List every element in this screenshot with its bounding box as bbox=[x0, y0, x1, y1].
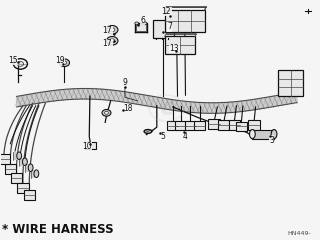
Circle shape bbox=[17, 61, 24, 66]
Bar bbox=[85, 142, 96, 149]
Ellipse shape bbox=[271, 130, 277, 139]
Text: 15: 15 bbox=[8, 56, 18, 65]
Ellipse shape bbox=[22, 158, 27, 166]
Bar bbox=[31, 170, 36, 178]
Text: 19: 19 bbox=[55, 56, 64, 65]
Text: 13: 13 bbox=[170, 44, 179, 53]
Bar bbox=[236, 122, 247, 131]
Bar bbox=[218, 120, 229, 130]
Circle shape bbox=[59, 59, 69, 66]
Text: 17: 17 bbox=[103, 39, 112, 48]
Text: * WIRE HARNESS: * WIRE HARNESS bbox=[2, 223, 114, 236]
Bar bbox=[19, 158, 25, 166]
Text: 18: 18 bbox=[124, 104, 133, 113]
Bar bbox=[185, 121, 196, 131]
Text: 5: 5 bbox=[161, 132, 166, 141]
Circle shape bbox=[62, 61, 67, 64]
Bar bbox=[25, 164, 31, 172]
Circle shape bbox=[102, 109, 111, 116]
Text: 4: 4 bbox=[183, 132, 188, 141]
Bar bbox=[208, 119, 220, 129]
Bar bbox=[278, 70, 303, 96]
Bar bbox=[136, 24, 146, 31]
Ellipse shape bbox=[17, 152, 21, 160]
Bar bbox=[165, 36, 195, 54]
Ellipse shape bbox=[144, 130, 152, 133]
Text: 12: 12 bbox=[162, 7, 171, 16]
Bar bbox=[228, 120, 240, 130]
Circle shape bbox=[110, 28, 115, 32]
Bar bbox=[24, 190, 35, 200]
Text: 7: 7 bbox=[167, 23, 172, 31]
Text: 10: 10 bbox=[82, 142, 92, 151]
Bar bbox=[0, 154, 10, 164]
Ellipse shape bbox=[34, 170, 39, 178]
Circle shape bbox=[143, 22, 147, 25]
Ellipse shape bbox=[250, 130, 255, 139]
Circle shape bbox=[135, 22, 139, 25]
Text: 17: 17 bbox=[103, 26, 112, 35]
Bar bbox=[17, 183, 29, 193]
Ellipse shape bbox=[28, 164, 33, 172]
Circle shape bbox=[110, 39, 115, 43]
Circle shape bbox=[107, 25, 118, 34]
Bar bbox=[165, 10, 204, 32]
Bar bbox=[167, 121, 178, 131]
Bar bbox=[195, 121, 205, 131]
Text: 9: 9 bbox=[123, 78, 127, 87]
Bar bbox=[11, 173, 22, 183]
Bar bbox=[175, 121, 186, 131]
Text: HN449-: HN449- bbox=[288, 231, 311, 236]
Text: 6: 6 bbox=[140, 16, 145, 25]
Circle shape bbox=[107, 36, 118, 45]
Bar bbox=[248, 120, 260, 130]
Bar bbox=[4, 164, 16, 174]
Polygon shape bbox=[17, 89, 297, 113]
Circle shape bbox=[105, 111, 108, 114]
Bar bbox=[252, 130, 274, 139]
Text: c: c bbox=[159, 96, 174, 120]
Text: 3: 3 bbox=[269, 136, 274, 145]
Bar bbox=[153, 20, 174, 38]
Bar bbox=[13, 152, 19, 160]
